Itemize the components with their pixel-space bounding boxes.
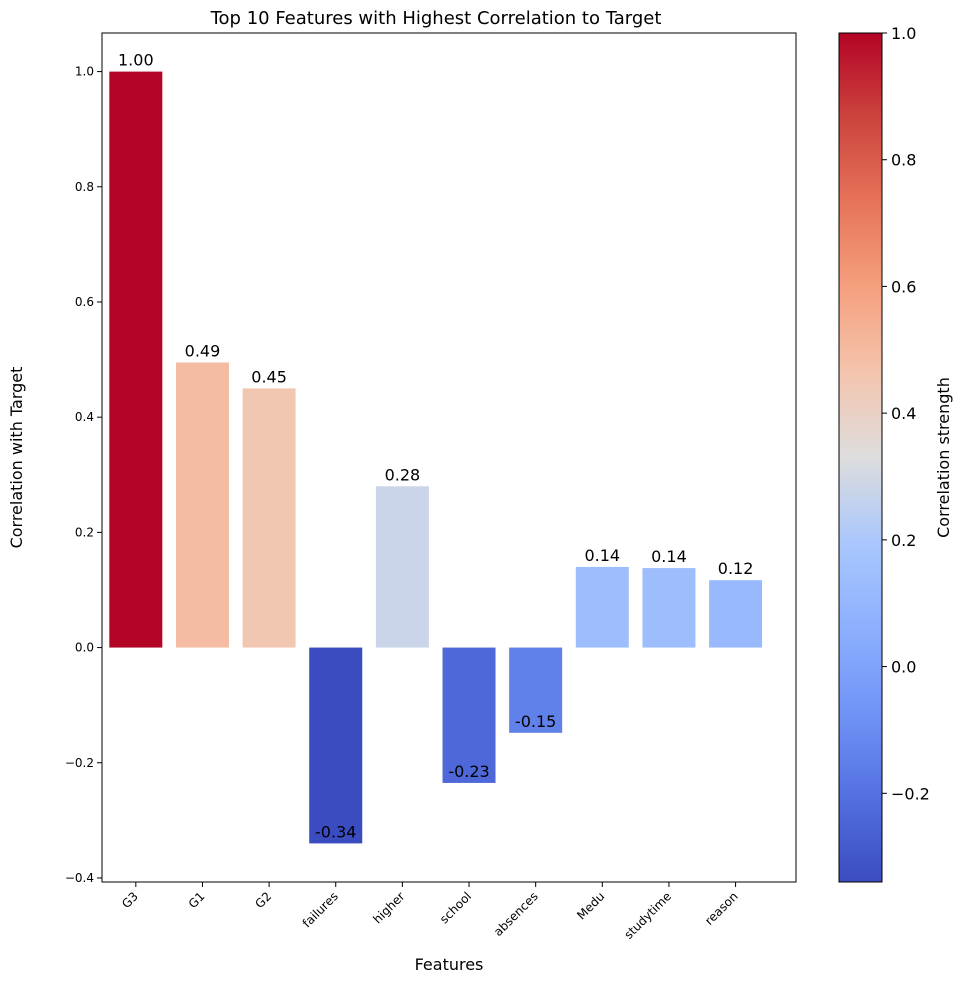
colorbar-tick-label: 0.6 [891, 277, 916, 296]
data-labels-layer: 1.00 0.49 0.45 -0.34 0.28 -0.23 -0.15 0.14 0.14 0… [118, 51, 753, 842]
y-tick-label: 0.0 [75, 641, 94, 655]
colorbar: −0.2 0.0 0.2 0.4 0.6 0.8 1.0 Correlation stren… [838, 24, 953, 883]
colorbar-tick-label: 0.4 [891, 404, 916, 423]
bar-studytime [642, 568, 696, 648]
colorbar-tick-label: −0.2 [891, 784, 930, 803]
colorbar-tick-label: 0.0 [891, 658, 916, 677]
y-tick-label: 0.4 [75, 410, 94, 424]
colorbar-tick-label: 0.8 [891, 151, 916, 170]
x-tick-label-reason: reason [702, 889, 741, 928]
data-label-failures: -0.34 [315, 822, 356, 841]
x-tick-label-absences: absences [491, 889, 541, 939]
data-label-g1: 0.49 [185, 341, 221, 360]
y-tick-label: 0.8 [75, 180, 94, 194]
data-label-medu: 0.14 [584, 546, 620, 565]
x-axis-title: Features [415, 955, 484, 974]
data-label-g2: 0.45 [251, 367, 287, 386]
bar-reason [709, 580, 763, 648]
bar-medu [575, 566, 629, 648]
y-tick-label: 0.6 [75, 295, 94, 309]
chart-title: Top 10 Features with Highest Correlation… [210, 8, 662, 29]
x-tick-label-g1: G1 [186, 889, 208, 911]
x-tick-label-higher: higher [370, 889, 407, 926]
data-label-studytime: 0.14 [651, 547, 687, 566]
bar-g2 [242, 388, 296, 648]
colorbar-tick-label: 0.2 [891, 531, 916, 550]
data-label-reason: 0.12 [718, 559, 754, 578]
data-label-school: -0.23 [448, 762, 489, 781]
y-tick-label: −0.4 [65, 871, 94, 885]
x-tick-label-failures: failures [300, 889, 341, 930]
bar-g1 [175, 362, 229, 648]
bar-absences [509, 647, 563, 733]
x-tick-label-g2: G2 [252, 889, 274, 911]
x-tick-label-school: school [437, 889, 474, 926]
bars-layer [109, 71, 763, 844]
x-axis: G3 G1 G2 failures higher school absences Medu st… [119, 882, 741, 942]
x-tick-label-medu: Medu [574, 889, 607, 922]
bar-failures [309, 647, 363, 844]
colorbar-bar [838, 32, 883, 883]
y-tick-label: 0.2 [75, 525, 94, 539]
colorbar-ticks: −0.2 0.0 0.2 0.4 0.6 0.8 1.0 [882, 24, 930, 803]
bar-higher [375, 486, 429, 648]
bar-school [442, 647, 496, 783]
data-label-absences: -0.15 [515, 712, 556, 731]
y-axis-title: Correlation with Target [7, 367, 26, 549]
data-label-g3: 1.00 [118, 51, 154, 70]
x-tick-label-studytime: studytime [621, 889, 674, 942]
colorbar-tick-label: 1.0 [891, 24, 916, 43]
y-axis: −0.4 −0.2 0.0 0.2 0.4 0.6 0.8 1.0 [65, 65, 102, 885]
y-tick-label: 1.0 [75, 65, 94, 79]
bar-g3 [109, 71, 163, 648]
plot-frame [101, 32, 797, 883]
colorbar-title: Correlation strength [934, 377, 953, 538]
data-label-higher: 0.28 [385, 465, 421, 484]
x-tick-label-g3: G3 [119, 889, 141, 911]
y-tick-label: −0.2 [65, 756, 94, 770]
